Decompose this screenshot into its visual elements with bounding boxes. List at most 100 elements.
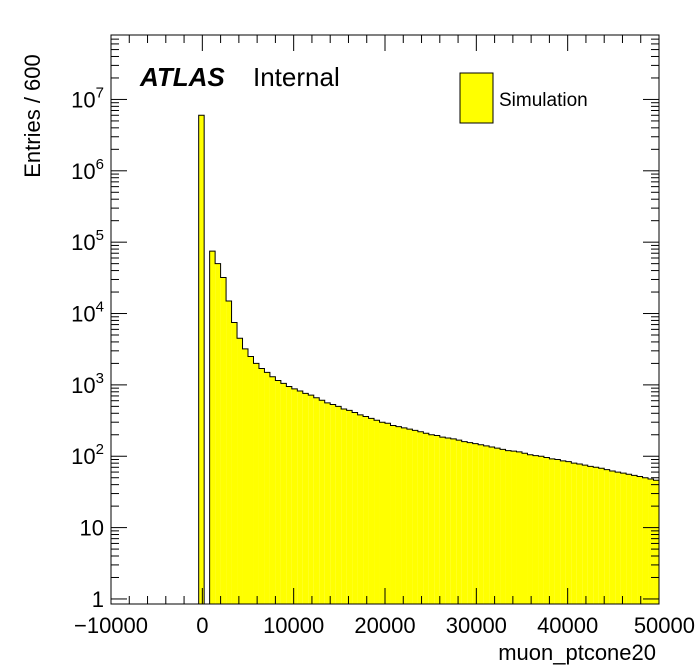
- histogram-bar: [598, 468, 605, 604]
- x-tick-label: 40000: [537, 613, 598, 638]
- histogram-bar: [483, 445, 490, 604]
- histogram-bar: [565, 461, 572, 604]
- x-tick-label: −10000: [74, 613, 148, 638]
- y-tick-label: 104: [71, 299, 104, 327]
- histogram-bar: [395, 426, 402, 604]
- histogram-bar: [209, 251, 216, 604]
- histogram-bar: [286, 386, 292, 604]
- x-tick-label: 20000: [354, 613, 415, 638]
- legend-swatch-simulation: [459, 72, 494, 124]
- histogram-bar: [653, 480, 659, 604]
- y-tick-label: 1: [92, 587, 104, 612]
- histogram-bar: [472, 443, 479, 604]
- histogram-bar: [500, 449, 506, 604]
- histogram-bar: [494, 448, 501, 604]
- histogram-bar: [319, 400, 325, 604]
- histogram-bar: [302, 393, 309, 604]
- y-tick-label: 107: [71, 84, 104, 112]
- histogram-bar: [406, 429, 413, 604]
- histogram-bar: [467, 442, 473, 604]
- histogram-bar: [385, 423, 391, 604]
- histogram-bar: [368, 418, 375, 604]
- histogram-bar: [346, 410, 353, 604]
- histogram-bar: [456, 440, 462, 604]
- histogram-bar: [505, 450, 512, 604]
- legend: Simulation: [459, 72, 588, 124]
- histogram-bar: [237, 338, 243, 604]
- histogram-bar: [401, 427, 407, 604]
- x-axis-tick-labels: −10000 0 10000 20000 30000 40000 50000: [74, 613, 695, 638]
- histogram-bar: [439, 437, 446, 604]
- histogram-bar: [631, 475, 638, 604]
- histogram-bar: [248, 356, 254, 604]
- histogram-bar: [648, 478, 654, 604]
- x-tick-label: 30000: [446, 613, 507, 638]
- y-axis-tick-labels: 1 10 102 103 104 105 106 107: [71, 84, 104, 612]
- histogram-bar: [264, 372, 270, 604]
- histogram-bar: [434, 435, 440, 604]
- histogram-bar: [527, 454, 533, 604]
- histogram-bar: [198, 115, 205, 605]
- histogram-bar: [554, 459, 561, 604]
- histogram-bar: [511, 451, 517, 604]
- histogram-bar: [352, 412, 358, 604]
- histogram-bar: [220, 277, 227, 604]
- histogram-bar: [242, 348, 248, 604]
- x-tick-label: 0: [196, 613, 208, 638]
- histogram-bar: [560, 460, 566, 604]
- legend-label-simulation: Simulation: [499, 90, 588, 111]
- histogram-bar: [522, 453, 528, 604]
- histogram-bar: [253, 363, 259, 604]
- histogram-bar: [593, 467, 599, 604]
- histogram-bar: [390, 425, 396, 604]
- histogram-bar: [324, 402, 331, 604]
- histogram-bar: [226, 300, 232, 604]
- histogram-bar: [543, 457, 550, 604]
- x-axis-ticks: [110, 35, 660, 604]
- histogram-bar: [423, 433, 429, 604]
- histogram-bars: [198, 114, 659, 605]
- histogram-bar: [313, 397, 320, 604]
- y-tick-label: 105: [71, 227, 104, 255]
- histogram-bar: [417, 431, 424, 604]
- y-axis-ticks: [111, 34, 659, 600]
- y-tick-label: 106: [71, 156, 104, 184]
- histogram-bar: [450, 438, 457, 604]
- histogram-bar: [582, 465, 588, 604]
- histogram-outline: [198, 114, 659, 605]
- histogram-bar: [308, 395, 314, 604]
- histogram-bar: [379, 422, 385, 604]
- histogram-bar: [609, 471, 616, 604]
- atlas-label: ATLAS: [139, 62, 225, 92]
- histogram-bar: [330, 404, 336, 604]
- histogram-bar: [478, 444, 484, 604]
- histogram-bar: [637, 476, 643, 604]
- histogram-bar: [291, 388, 298, 604]
- histogram-bar: [571, 463, 577, 604]
- histogram-bar: [516, 451, 522, 604]
- histogram-bar: [412, 430, 418, 604]
- histogram-bar: [604, 469, 610, 604]
- histogram-bar: [269, 376, 276, 604]
- y-tick-label: 103: [71, 370, 104, 398]
- histogram-bar: [615, 472, 621, 604]
- y-tick-label: 102: [71, 441, 104, 469]
- histogram-bar: [626, 474, 632, 604]
- histogram-bar: [445, 438, 451, 604]
- x-axis-label: muon_ptcone20: [498, 640, 656, 665]
- internal-label: Internal: [253, 62, 340, 92]
- histogram-bar: [489, 446, 495, 604]
- histogram-bar: [258, 368, 265, 604]
- histogram-bar: [363, 416, 369, 604]
- histogram-bar: [461, 441, 468, 604]
- histogram-bar: [280, 383, 287, 604]
- histogram-bar: [374, 420, 380, 604]
- histogram-bar: [549, 458, 555, 604]
- histogram-bar: [275, 380, 281, 604]
- histogram-bar: [620, 473, 627, 604]
- histogram-bar: [215, 263, 221, 604]
- histogram-bar: [576, 463, 583, 604]
- histogram-bar: [538, 456, 544, 604]
- histogram-bar: [231, 322, 238, 604]
